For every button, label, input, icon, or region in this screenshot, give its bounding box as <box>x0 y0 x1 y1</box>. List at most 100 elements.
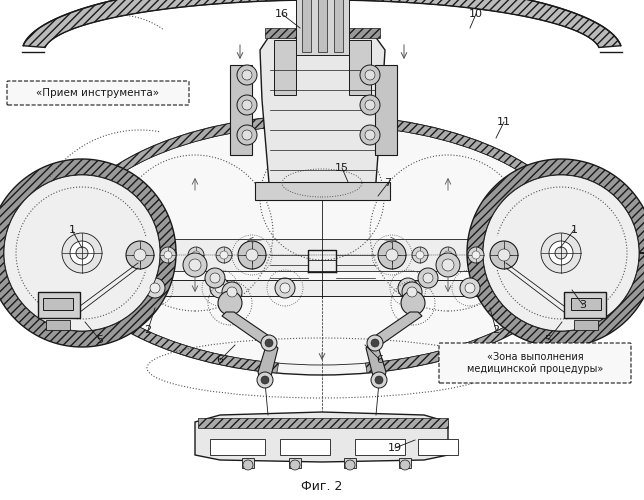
Circle shape <box>275 278 295 298</box>
Polygon shape <box>258 342 278 380</box>
Circle shape <box>183 253 207 277</box>
Bar <box>302 0 311 52</box>
Bar <box>38 292 80 318</box>
Bar <box>355 439 405 455</box>
Bar <box>418 439 458 455</box>
FancyBboxPatch shape <box>7 81 189 105</box>
Polygon shape <box>366 342 386 380</box>
Circle shape <box>145 278 165 298</box>
Text: 7: 7 <box>384 178 392 188</box>
Bar <box>399 458 411 468</box>
Circle shape <box>192 251 200 259</box>
Circle shape <box>384 247 400 263</box>
Bar <box>210 439 265 455</box>
Polygon shape <box>222 312 275 348</box>
Bar <box>296 0 349 55</box>
Polygon shape <box>0 159 176 347</box>
Circle shape <box>216 247 232 263</box>
Circle shape <box>442 259 454 271</box>
Circle shape <box>371 372 387 388</box>
Text: 6: 6 <box>216 355 223 365</box>
Text: 1: 1 <box>571 225 578 235</box>
Circle shape <box>242 70 252 80</box>
Circle shape <box>436 253 460 277</box>
Bar <box>43 298 73 310</box>
Bar <box>318 0 327 52</box>
Circle shape <box>360 95 380 115</box>
Circle shape <box>261 376 269 384</box>
Text: 10: 10 <box>469 9 483 19</box>
Bar <box>574 320 598 330</box>
Circle shape <box>244 247 260 263</box>
Circle shape <box>218 291 242 315</box>
Bar <box>289 458 301 468</box>
Circle shape <box>237 125 257 145</box>
Circle shape <box>360 125 380 145</box>
Text: 3: 3 <box>580 300 587 310</box>
Text: 11: 11 <box>497 117 511 127</box>
Circle shape <box>500 251 508 259</box>
Polygon shape <box>369 312 422 348</box>
Bar <box>242 458 254 468</box>
Circle shape <box>360 65 380 85</box>
Circle shape <box>401 291 425 315</box>
Circle shape <box>541 233 581 273</box>
Circle shape <box>416 251 424 259</box>
Bar <box>120 280 525 296</box>
Circle shape <box>242 100 252 110</box>
Circle shape <box>555 247 567 259</box>
Text: 16: 16 <box>275 9 289 19</box>
Circle shape <box>76 247 88 259</box>
Circle shape <box>465 283 475 293</box>
Circle shape <box>205 268 225 288</box>
Circle shape <box>388 251 396 259</box>
Circle shape <box>549 241 573 265</box>
Polygon shape <box>23 0 621 48</box>
Circle shape <box>400 460 410 470</box>
Circle shape <box>246 249 258 261</box>
Text: Фиг. 2: Фиг. 2 <box>301 480 343 492</box>
Circle shape <box>4 175 160 331</box>
Circle shape <box>237 65 257 85</box>
Circle shape <box>150 283 160 293</box>
Bar <box>349 40 371 95</box>
Circle shape <box>403 283 413 293</box>
Text: «Прием инструмента»: «Прием инструмента» <box>37 88 160 98</box>
Ellipse shape <box>72 125 572 365</box>
Text: 2: 2 <box>493 325 500 335</box>
Circle shape <box>280 283 290 293</box>
Bar <box>198 418 448 428</box>
Circle shape <box>257 372 273 388</box>
Bar <box>274 40 296 95</box>
Text: 5: 5 <box>97 335 104 345</box>
Circle shape <box>402 282 422 302</box>
Bar <box>344 458 356 468</box>
Circle shape <box>132 247 148 263</box>
Text: 1: 1 <box>68 225 75 235</box>
Circle shape <box>378 241 406 269</box>
Circle shape <box>126 241 154 269</box>
FancyBboxPatch shape <box>439 343 631 383</box>
Circle shape <box>412 247 428 263</box>
Circle shape <box>398 278 418 298</box>
Circle shape <box>498 249 510 261</box>
Circle shape <box>136 251 144 259</box>
Text: «Зона выполнения
медицинской процедуры»: «Зона выполнения медицинской процедуры» <box>467 352 603 374</box>
Circle shape <box>188 247 204 263</box>
Circle shape <box>160 247 176 263</box>
Circle shape <box>215 283 225 293</box>
Circle shape <box>243 460 253 470</box>
Circle shape <box>62 233 102 273</box>
Circle shape <box>265 339 273 347</box>
Circle shape <box>345 460 355 470</box>
Bar <box>255 182 390 200</box>
Circle shape <box>210 278 230 298</box>
Circle shape <box>418 268 438 288</box>
Circle shape <box>248 251 256 259</box>
Circle shape <box>290 460 300 470</box>
Bar <box>375 65 397 155</box>
Circle shape <box>440 247 456 263</box>
Circle shape <box>367 335 383 351</box>
Circle shape <box>444 251 452 259</box>
Bar <box>46 320 70 330</box>
